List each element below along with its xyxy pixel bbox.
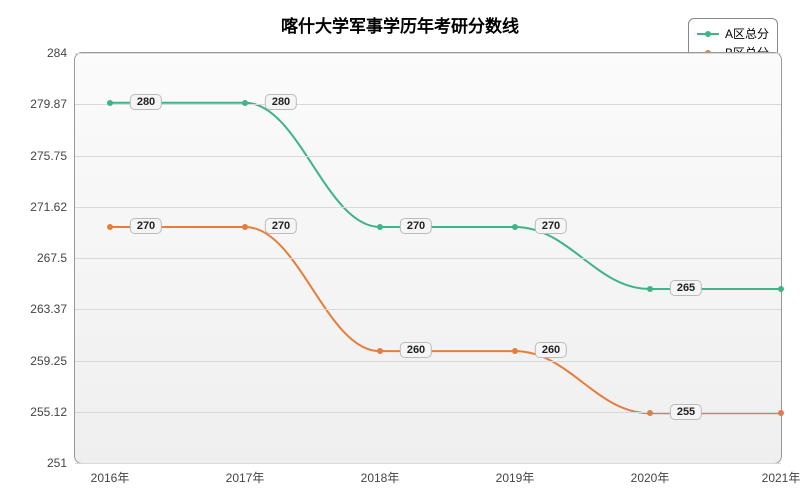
point-label: 270 [400, 218, 432, 234]
gridline [75, 156, 781, 157]
gridline [75, 53, 781, 54]
y-tick-label: 263.37 [30, 302, 75, 316]
point-label: 280 [130, 94, 162, 110]
data-point [107, 224, 113, 230]
x-tick-label: 2020年 [631, 463, 670, 486]
gridline [75, 258, 781, 259]
x-tick-label: 2019年 [496, 463, 535, 486]
point-label: 260 [535, 342, 567, 358]
y-tick-label: 267.5 [37, 251, 75, 265]
y-tick-label: 259.25 [30, 354, 75, 368]
point-label: 280 [265, 94, 297, 110]
gridline [75, 207, 781, 208]
y-tick-label: 284 [47, 46, 75, 60]
data-point [778, 410, 784, 416]
y-tick-label: 275.75 [30, 149, 75, 163]
gridline [75, 104, 781, 105]
data-point [647, 286, 653, 292]
x-tick-label: 2018年 [361, 463, 400, 486]
chart-container: 喀什大学军事学历年考研分数线 A区总分 B区总分 251255.12259.25… [0, 0, 800, 500]
data-point [512, 224, 518, 230]
legend-swatch-a [697, 33, 719, 35]
y-tick-label: 251 [47, 456, 75, 470]
data-point [647, 410, 653, 416]
plot-area: 251255.12259.25263.37267.5271.62275.7527… [74, 52, 782, 464]
data-point [512, 348, 518, 354]
chart-title: 喀什大学军事学历年考研分数线 [0, 12, 800, 37]
data-point [242, 224, 248, 230]
gridline [75, 309, 781, 310]
legend-item-a: A区总分 [697, 25, 769, 42]
y-tick-label: 271.62 [30, 200, 75, 214]
data-point [377, 348, 383, 354]
point-label: 270 [265, 218, 297, 234]
gridline [75, 463, 781, 464]
data-point [107, 100, 113, 106]
point-label: 270 [535, 218, 567, 234]
data-point [778, 286, 784, 292]
point-label: 270 [130, 218, 162, 234]
x-tick-label: 2016年 [91, 463, 130, 486]
legend-label-a: A区总分 [725, 25, 769, 42]
point-label: 260 [400, 342, 432, 358]
series-line-0 [110, 103, 781, 289]
data-point [377, 224, 383, 230]
y-tick-label: 255.12 [30, 405, 75, 419]
y-tick-label: 279.87 [30, 97, 75, 111]
gridline [75, 361, 781, 362]
x-tick-label: 2017年 [226, 463, 265, 486]
x-tick-label: 2021年 [762, 463, 800, 486]
point-label: 255 [670, 404, 702, 420]
series-line-1 [110, 227, 781, 413]
point-label: 265 [670, 280, 702, 296]
data-point [242, 100, 248, 106]
